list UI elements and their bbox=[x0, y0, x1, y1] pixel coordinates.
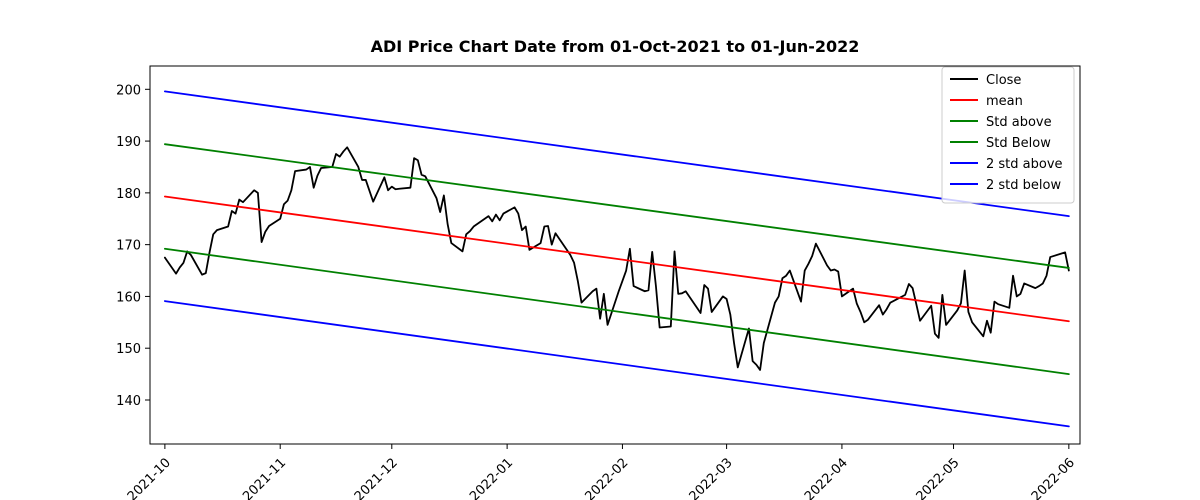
series-line-mean bbox=[163, 195, 1070, 323]
y-tick-label: 180 bbox=[116, 187, 141, 202]
legend: Close mean Std above Std Below 2 std above 2 … bbox=[941, 66, 1075, 204]
series-layer bbox=[163, 90, 1070, 428]
series-line-2-std-below bbox=[163, 300, 1070, 428]
x-tick-label: 2022-06 bbox=[1029, 455, 1078, 500]
y-tick-label: 160 bbox=[116, 290, 141, 305]
legend-label-close: Close bbox=[986, 73, 1021, 88]
legend-label-2-std-above: 2 std above bbox=[986, 157, 1063, 172]
y-tick-label: 190 bbox=[116, 135, 141, 150]
y-tick-label: 140 bbox=[116, 394, 141, 409]
x-tick-label: 2021-12 bbox=[352, 455, 401, 500]
x-tick-label: 2021-10 bbox=[125, 455, 174, 500]
y-tick-label: 170 bbox=[116, 239, 141, 254]
x-tick-label: 2022-05 bbox=[914, 455, 963, 500]
legend-label-std-below: Std Below bbox=[986, 136, 1051, 151]
x-tick-label: 2021-11 bbox=[240, 455, 289, 500]
axes-layer: 140 150 160 170 180 190 200 2021-10 2021-11 2021-… bbox=[116, 65, 1081, 500]
chart-title: ADI Price Chart Date from 01-Oct-2021 to… bbox=[371, 37, 860, 56]
x-tick-label: 2022-02 bbox=[582, 455, 631, 500]
x-tick-label: 2022-03 bbox=[687, 455, 736, 500]
legend-label-std-above: Std above bbox=[986, 115, 1052, 130]
series-line-std-above bbox=[163, 143, 1070, 269]
y-tick-label: 150 bbox=[116, 342, 141, 357]
plot-frame bbox=[149, 65, 1081, 445]
legend-label-2-std-below: 2 std below bbox=[986, 178, 1061, 193]
y-tick-label: 200 bbox=[116, 83, 141, 98]
series-line-2-std-above bbox=[163, 90, 1070, 218]
x-tick-label: 2022-01 bbox=[467, 455, 516, 500]
series-line-std-below bbox=[163, 247, 1070, 375]
series-line-close bbox=[163, 146, 1070, 371]
x-tick-label: 2022-04 bbox=[802, 455, 851, 500]
legend-label-mean: mean bbox=[986, 94, 1023, 109]
